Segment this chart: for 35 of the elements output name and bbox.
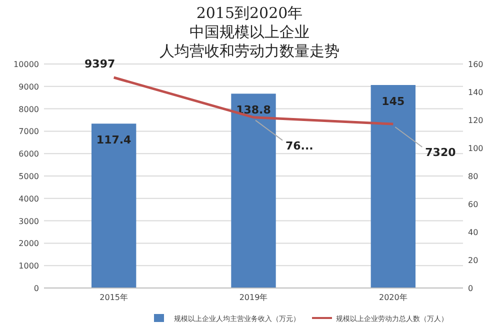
data-label: 7320 xyxy=(425,146,456,160)
y-tick-label: 5000 xyxy=(18,172,39,181)
data-label: 117.4 xyxy=(96,134,132,147)
y-tick-label: 6000 xyxy=(18,150,39,159)
y2-tick-label: 140 xyxy=(468,88,484,97)
bar xyxy=(231,94,276,288)
y-tick-label: 7000 xyxy=(18,127,39,136)
chart-subtitle: 中国规模以上企业 xyxy=(190,23,310,41)
x-tick-label: 2019年 xyxy=(239,293,268,302)
y-tick-label: 0 xyxy=(34,284,39,293)
y-tick-label: 1000 xyxy=(18,262,39,271)
bar xyxy=(91,124,136,288)
chart-title: 2015到2020年 xyxy=(196,4,303,22)
bar xyxy=(370,85,416,288)
data-label: 145 xyxy=(382,95,405,108)
data-label: 76... xyxy=(286,139,314,152)
data-label: 138.8 xyxy=(236,104,271,117)
y2-tick-label: 0 xyxy=(468,284,474,293)
y-tick-label: 8000 xyxy=(18,104,39,114)
x-tick-label: 2015年 xyxy=(100,293,128,302)
y-tick-label: 2000 xyxy=(18,239,39,248)
y2-tick-label: 40 xyxy=(468,228,478,237)
text: 人均营收和劳动力数量走势 xyxy=(160,42,340,60)
data-label: 9397 xyxy=(84,58,116,71)
y2-tick-label: 60 xyxy=(468,200,478,209)
y-tick-label: 9000 xyxy=(18,82,39,92)
y2-tick-label: 120 xyxy=(468,116,484,125)
y-tick-label: 10000 xyxy=(14,60,39,69)
y2-tick-label: 160 xyxy=(468,60,484,69)
y2-tick-label: 80 xyxy=(468,172,478,181)
y-tick-label: 4000 xyxy=(18,194,39,204)
y2-tick-label: 20 xyxy=(468,256,478,265)
y-tick-label: 3000 xyxy=(18,216,39,226)
x-tick-label: 2020年 xyxy=(378,293,408,302)
y2-tick-label: 100 xyxy=(468,144,484,153)
